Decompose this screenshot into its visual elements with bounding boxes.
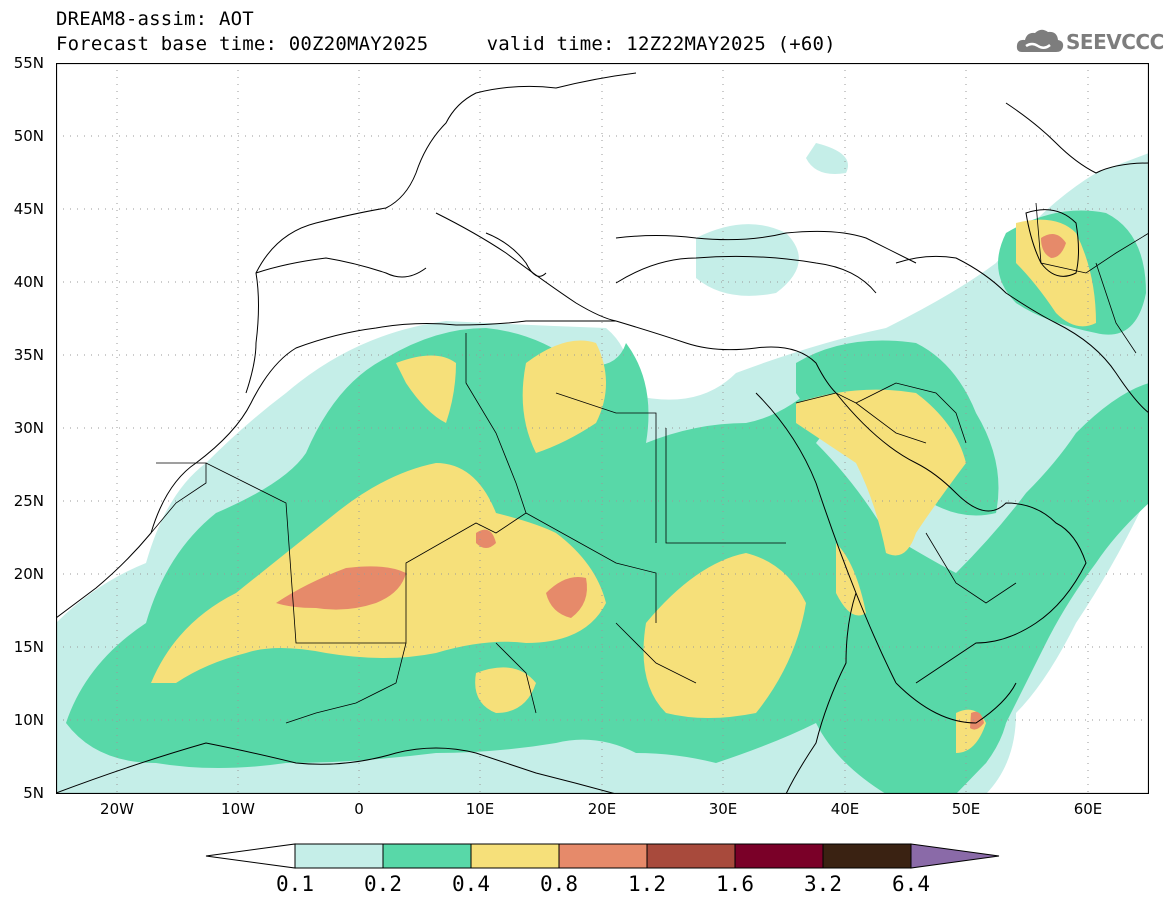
lat-label: 55N bbox=[13, 54, 44, 72]
lat-label: 30N bbox=[13, 419, 44, 437]
lat-label: 10N bbox=[13, 711, 44, 729]
lon-label: 10W bbox=[221, 800, 255, 818]
lat-label: 50N bbox=[13, 127, 44, 145]
colorbar-segment-above bbox=[910, 843, 1000, 869]
colorbar-segment bbox=[294, 843, 384, 869]
colorbar-segment bbox=[470, 843, 560, 869]
colorbar-label: 0.1 bbox=[276, 872, 314, 896]
lat-label: 20N bbox=[13, 565, 44, 583]
aot-map bbox=[56, 63, 1149, 794]
lon-label: 0 bbox=[354, 800, 364, 818]
colorbar-label: 6.4 bbox=[892, 872, 930, 896]
map-gridlines bbox=[56, 63, 1149, 794]
lat-label: 5N bbox=[23, 784, 44, 802]
lon-label: 60E bbox=[1073, 800, 1103, 818]
lat-label: 15N bbox=[13, 638, 44, 656]
map-subtitle: Forecast base time: 00Z20MAY2025 valid t… bbox=[56, 33, 836, 55]
lat-label: 25N bbox=[13, 492, 44, 510]
lon-label: 50E bbox=[951, 800, 981, 818]
colorbar-label: 0.8 bbox=[540, 872, 578, 896]
lon-label: 10E bbox=[465, 800, 495, 818]
colorbar-segment bbox=[558, 843, 648, 869]
aot-layer-0-8 bbox=[276, 234, 1066, 730]
cloud-logo-icon bbox=[1016, 29, 1064, 52]
lon-label: 40E bbox=[830, 800, 860, 818]
lat-label: 40N bbox=[13, 273, 44, 291]
lon-label: 30E bbox=[708, 800, 738, 818]
colorbar-label: 1.2 bbox=[628, 872, 666, 896]
lat-label: 45N bbox=[13, 200, 44, 218]
colorbar-segment-below bbox=[205, 843, 296, 869]
coastlines bbox=[56, 72, 1149, 794]
colorbar-label: 0.4 bbox=[452, 872, 490, 896]
map-frame bbox=[56, 63, 1149, 794]
country-borders bbox=[150, 202, 1149, 724]
colorbar-segment bbox=[822, 843, 912, 869]
colorbar-label: 0.2 bbox=[364, 872, 402, 896]
lat-label: 35N bbox=[13, 346, 44, 364]
map-title: DREAM8-assim: AOT bbox=[56, 8, 254, 30]
lon-label: 20E bbox=[587, 800, 617, 818]
colorbar-segment bbox=[382, 843, 472, 869]
logo-text: SEEVCCC bbox=[1066, 30, 1164, 54]
aot-colorbar bbox=[205, 843, 1000, 869]
colorbar-label: 3.2 bbox=[804, 872, 842, 896]
lon-label: 20W bbox=[100, 800, 134, 818]
colorbar-label: 1.6 bbox=[716, 872, 754, 896]
colorbar-segment bbox=[646, 843, 736, 869]
colorbar-segment bbox=[734, 843, 824, 869]
